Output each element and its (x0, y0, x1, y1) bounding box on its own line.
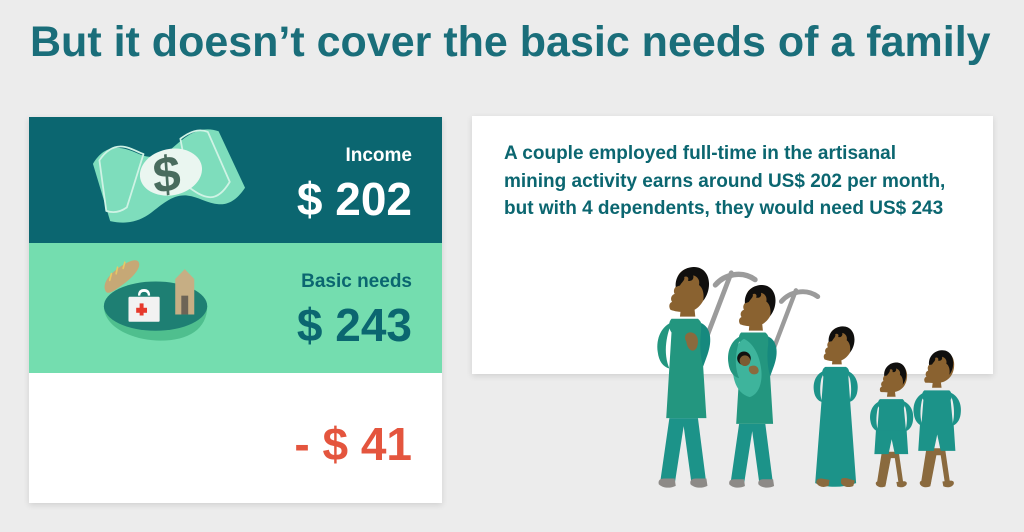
svg-text:$: $ (151, 144, 182, 205)
